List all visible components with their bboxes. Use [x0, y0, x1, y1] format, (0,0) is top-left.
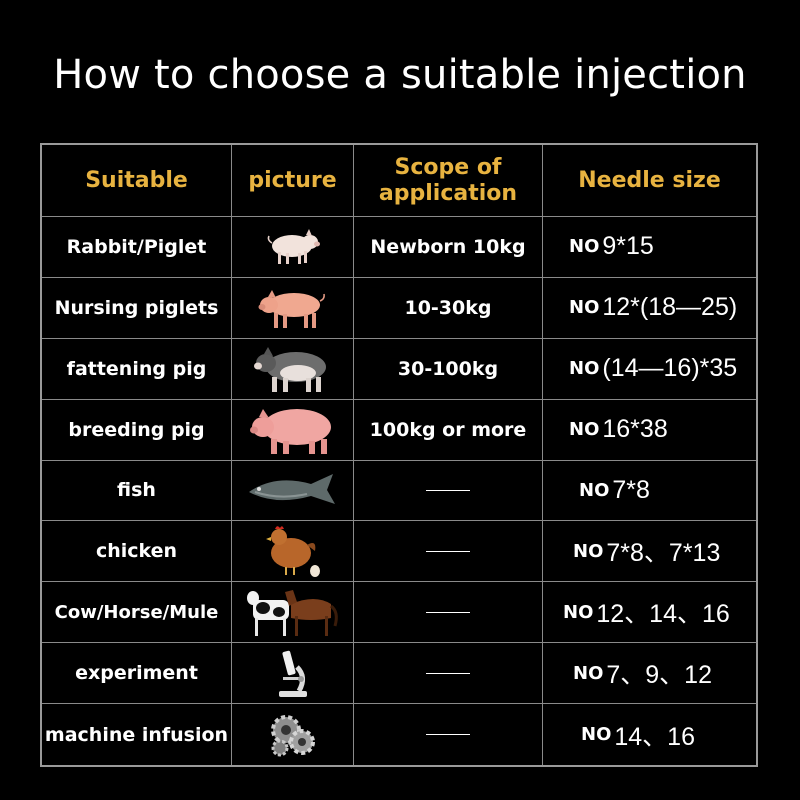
needle-size: 7*8 [612, 475, 650, 504]
needle-prefix: NO [581, 724, 612, 746]
row-needle: NO 7*8、7*13 [543, 521, 756, 583]
row-name: machine infusion [42, 704, 232, 765]
gears-icon [232, 704, 354, 765]
microscope-icon [232, 643, 354, 705]
row-scope: 100kg or more [354, 399, 543, 461]
row-scope-empty [354, 521, 543, 583]
piglet-icon [232, 217, 354, 278]
dash [426, 672, 470, 674]
row-name: fattening pig [42, 338, 232, 400]
needle-prefix: NO [569, 358, 600, 380]
row-scope-empty [354, 643, 543, 705]
row-name: Nursing piglets [42, 277, 232, 339]
row-needle: NO 16*38 [543, 400, 756, 461]
needle-size: 16*38 [602, 415, 668, 444]
page-title: How to choose a suitable injection [53, 52, 747, 98]
row-name: experiment [42, 643, 232, 705]
row-needle: NO 7*8 [543, 461, 756, 522]
row-needle: NO 14、16 [543, 704, 756, 765]
needle-size: 14、16 [614, 722, 695, 751]
dash [426, 734, 470, 736]
cow-horse-icon [232, 582, 354, 644]
needle-size: 7*8、7*13 [606, 539, 721, 568]
dash [426, 489, 470, 491]
chicken-icon [232, 521, 354, 583]
row-needle: NO 12、14、16 [543, 582, 756, 644]
row-name: chicken [42, 521, 232, 583]
needle-prefix: NO [569, 419, 600, 441]
fattening-pig-icon [232, 338, 354, 400]
dash [426, 550, 470, 552]
needle-prefix: NO [579, 479, 610, 501]
fish-icon [232, 460, 354, 522]
header-needle: Needle size [543, 145, 756, 217]
header-scope-line2: application [378, 180, 518, 206]
needle-prefix: NO [573, 662, 604, 684]
row-scope-empty [354, 460, 543, 522]
needle-prefix: NO [563, 601, 594, 623]
row-name: Rabbit/Piglet [42, 217, 232, 278]
needle-prefix: NO [569, 236, 600, 258]
needle-size: 12、14、16 [596, 600, 730, 629]
row-scope-empty [354, 582, 543, 644]
header-scope-line1: Scope of [394, 155, 502, 181]
dash [426, 611, 470, 613]
row-name: Cow/Horse/Mule [42, 582, 232, 644]
needle-prefix: NO [573, 540, 604, 562]
needle-size: 7、9、12 [606, 661, 712, 690]
breeding-pig-icon [232, 399, 354, 461]
needle-prefix: NO [569, 297, 600, 319]
nursing-piglet-icon [232, 277, 354, 339]
row-needle: NO 12*(18—25) [543, 278, 756, 339]
row-scope-empty [354, 704, 543, 765]
header-suitable: Suitable [42, 145, 232, 217]
row-needle: NO 9*15 [543, 217, 756, 278]
injection-table: Suitable picture Scope of application Ne… [40, 143, 758, 767]
row-name: fish [42, 460, 232, 522]
row-needle: NO (14—16)*35 [543, 339, 756, 400]
needle-size: 12*(18—25) [602, 293, 738, 322]
header-scope: Scope of application [354, 145, 543, 217]
row-scope: Newborn 10kg [354, 217, 543, 278]
row-scope: 30-100kg [354, 338, 543, 400]
row-needle: NO 7、9、12 [543, 643, 756, 705]
row-name: breeding pig [42, 399, 232, 461]
header-picture: picture [232, 145, 354, 217]
row-scope: 10-30kg [354, 277, 543, 339]
needle-size: 9*15 [602, 232, 654, 261]
needle-size: (14—16)*35 [602, 354, 738, 383]
